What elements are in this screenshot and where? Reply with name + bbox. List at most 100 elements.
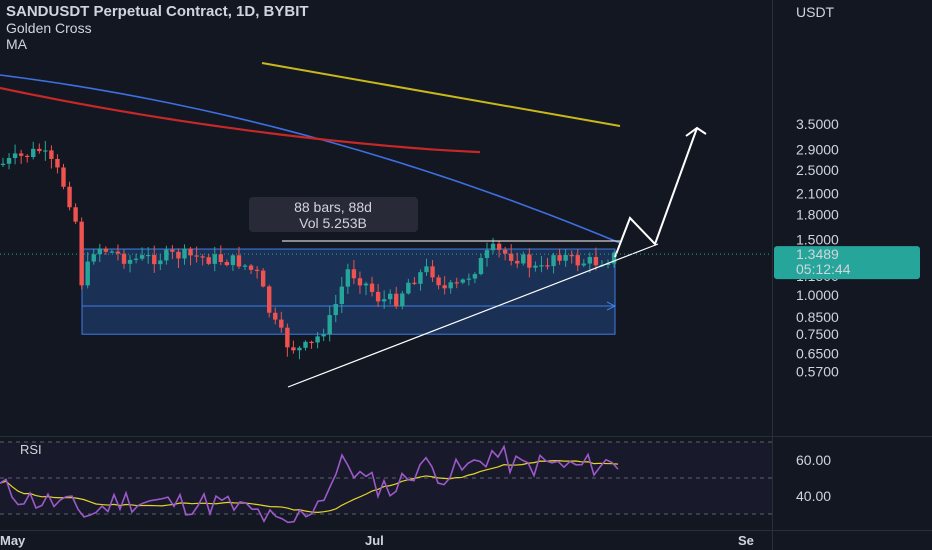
candle [442, 276, 447, 295]
candle-body [43, 150, 48, 152]
candle-body [139, 255, 145, 259]
candle [424, 258, 429, 276]
rsi-tick-label: 40.00 [796, 488, 831, 504]
candle [170, 245, 175, 259]
candle [327, 306, 332, 342]
candle [146, 247, 151, 264]
candle [418, 269, 423, 291]
candle-body [369, 283, 375, 292]
candle [315, 331, 320, 349]
candle-body [448, 282, 453, 289]
candle [188, 246, 193, 266]
time-tick-label: Jul [365, 533, 384, 548]
candle-body [248, 265, 254, 270]
candle [127, 254, 133, 273]
candle-body [521, 254, 526, 264]
candle-body [194, 255, 199, 257]
candle [254, 266, 260, 279]
candle-body [103, 248, 109, 252]
candle-body [333, 304, 338, 316]
candle [436, 274, 441, 290]
candle [164, 245, 169, 265]
chart-title: SANDUSDT Perpetual Contract, 1D, BYBIT [6, 3, 309, 20]
candle [139, 247, 145, 261]
candle [260, 268, 266, 288]
candle-body [502, 249, 508, 254]
candle [85, 252, 90, 289]
ma-line-blue [0, 74, 621, 244]
candle [309, 340, 314, 349]
candle-body [593, 256, 599, 266]
candles-group [0, 140, 617, 360]
candle-body [406, 282, 411, 294]
candle-body [297, 347, 302, 351]
rsi-ma-line [0, 460, 619, 513]
candle-body [309, 341, 314, 344]
candle-body [381, 299, 387, 302]
candle [430, 259, 435, 283]
candle [6, 153, 12, 170]
candle [381, 290, 387, 309]
price-tick-label: 3.5000 [796, 116, 839, 132]
candle-body [611, 252, 617, 264]
candle-body [605, 263, 611, 266]
candle-body [200, 256, 205, 258]
candle-body [478, 257, 484, 275]
candle [321, 328, 326, 342]
candle [448, 279, 453, 294]
candle-body [388, 293, 393, 300]
chart-legend: SANDUSDT Perpetual Contract, 1D, BYBIT G… [6, 3, 309, 53]
range-measure-bars: 88 bars, 88d [294, 199, 372, 215]
candle [375, 283, 381, 307]
candle-body [327, 315, 332, 335]
indicator-golden-cross[interactable]: Golden Cross [6, 20, 92, 36]
ma-line-yellow [261, 62, 621, 127]
candle [115, 244, 121, 261]
candle [285, 323, 290, 357]
candle [587, 252, 593, 273]
candle-body [545, 265, 550, 267]
price-tick-label: 2.5000 [796, 162, 839, 178]
candle-body [436, 277, 441, 286]
candle [97, 243, 102, 263]
candle [55, 154, 60, 174]
candle-body [55, 158, 60, 168]
candle [212, 246, 217, 272]
candle-body [164, 249, 169, 261]
candle-body [394, 293, 399, 307]
indicator-ma[interactable]: MA [6, 36, 27, 52]
price-tick-label: 0.6500 [796, 346, 839, 362]
candle [460, 278, 465, 285]
candle-body [357, 278, 363, 286]
candle-body [345, 269, 351, 287]
candle [551, 252, 556, 274]
candle-body [442, 285, 447, 289]
candle [242, 264, 248, 271]
price-tick-label: 0.5700 [796, 364, 839, 380]
candle-body [0, 163, 6, 165]
candle [484, 242, 490, 267]
candle [200, 254, 205, 266]
price-tick-label: 1.5000 [796, 232, 839, 248]
candle-body [79, 221, 84, 286]
rsi-label[interactable]: RSI [20, 442, 42, 457]
candle [412, 277, 417, 286]
candle [230, 254, 236, 271]
price-axis-currency: USDT [796, 4, 835, 20]
candle-body [496, 243, 502, 250]
candle [539, 256, 544, 273]
candle [291, 340, 296, 354]
candle [73, 203, 78, 225]
candle-body [206, 257, 211, 264]
candle [496, 240, 502, 258]
candle-body [267, 286, 272, 313]
candle [206, 253, 211, 266]
rsi-line [0, 444, 619, 524]
candle-body [339, 286, 344, 305]
candle-body [430, 266, 435, 278]
candle-body [115, 251, 121, 254]
candle-body [121, 253, 127, 264]
candle-body [466, 278, 472, 280]
candle [406, 278, 411, 295]
